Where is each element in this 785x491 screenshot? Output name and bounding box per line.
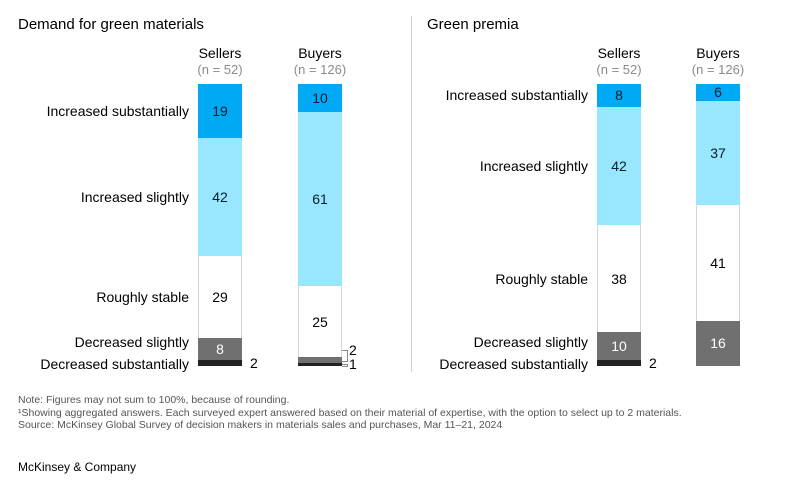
data-label: 37 [710,145,726,162]
stacked-bar: 6 37 41 16 [696,84,740,366]
category-label: Roughly stable [96,288,189,305]
panel-title-demand: Demand for green materials [18,16,204,33]
series-sample-size: (n = 52) [596,62,642,77]
data-label: 2 [349,342,357,358]
callout-line [342,364,348,367]
category-label: Roughly stable [495,270,588,287]
data-label: 6 [714,84,722,101]
data-label: 8 [615,87,623,104]
bar-segment: 42 [597,106,641,225]
category-label: Decreased slightly [74,334,189,350]
series-name: Sellers [597,45,641,61]
bar-segment: 10 [597,332,641,361]
stacked-bar: 19 42 29 8 [198,84,242,366]
bar-segment [597,360,641,366]
category-label: Increased substantially [46,102,189,119]
series-sample-size: (n = 52) [197,62,243,77]
stacked-bar: 8 42 38 10 [597,84,641,366]
data-label: 42 [212,188,228,205]
bar-segment: 19 [198,84,242,138]
data-label: 38 [611,270,627,287]
bar-segment: 10 [298,84,342,113]
data-label: 41 [710,255,726,272]
data-label: 10 [611,338,627,355]
bar-segment: 16 [696,320,740,366]
footnotes: Note: Figures may not sum to 100%, becau… [18,394,682,432]
bar-segment [298,357,342,364]
category-label: Increased slightly [479,157,588,174]
series-name: Buyers [696,45,740,61]
callout-line [342,350,348,363]
bar-segment [298,363,342,366]
data-label: 2 [250,355,258,372]
data-label: 8 [216,341,224,358]
bar-segment: 61 [298,112,342,287]
series-header: Sellers (n = 52) [579,45,659,77]
footnote-source: Source: McKinsey Global Survey of decisi… [18,419,503,431]
footnote-note: Note: Figures may not sum to 100%, becau… [18,394,290,406]
panel-title-premia: Green premia [427,16,519,33]
data-label: 61 [312,191,328,208]
brand-logo-text: McKinsey & Company [18,460,137,474]
bar-segment: 41 [696,205,740,321]
category-label: Decreased substantially [439,356,588,372]
series-sample-size: (n = 126) [293,62,347,77]
bar-segment: 38 [597,225,641,333]
category-label: Decreased substantially [40,356,189,372]
bar-segment: 37 [696,100,740,206]
data-label: 42 [611,157,627,174]
data-label: 10 [312,90,328,107]
data-label: 2 [649,355,657,372]
series-header: Buyers (n = 126) [678,45,758,77]
stacked-bar: 10 61 25 [298,84,342,366]
footnote-aggregated: ¹Showing aggregated answers. Each survey… [18,406,682,419]
series-name: Buyers [298,45,342,61]
bar-segment: 8 [597,84,641,107]
category-label: Increased slightly [80,188,189,205]
series-header: Buyers (n = 126) [280,45,360,77]
category-label: Increased substantially [445,87,588,104]
data-label: 19 [212,102,228,119]
series-sample-size: (n = 126) [691,62,745,77]
panel-divider [411,16,412,372]
bar-segment: 42 [198,137,242,257]
bar-segment [198,360,242,366]
bar-segment: 8 [198,337,242,361]
bar-segment: 25 [298,286,342,358]
data-label: 29 [212,288,228,305]
bar-segment: 6 [696,84,740,101]
data-label: 16 [710,335,726,352]
series-header: Sellers (n = 52) [180,45,260,77]
series-name: Sellers [198,45,242,61]
category-label: Decreased slightly [473,334,588,350]
bar-segment: 29 [198,256,242,338]
data-label: 25 [312,313,328,330]
data-label: 1 [349,356,357,372]
